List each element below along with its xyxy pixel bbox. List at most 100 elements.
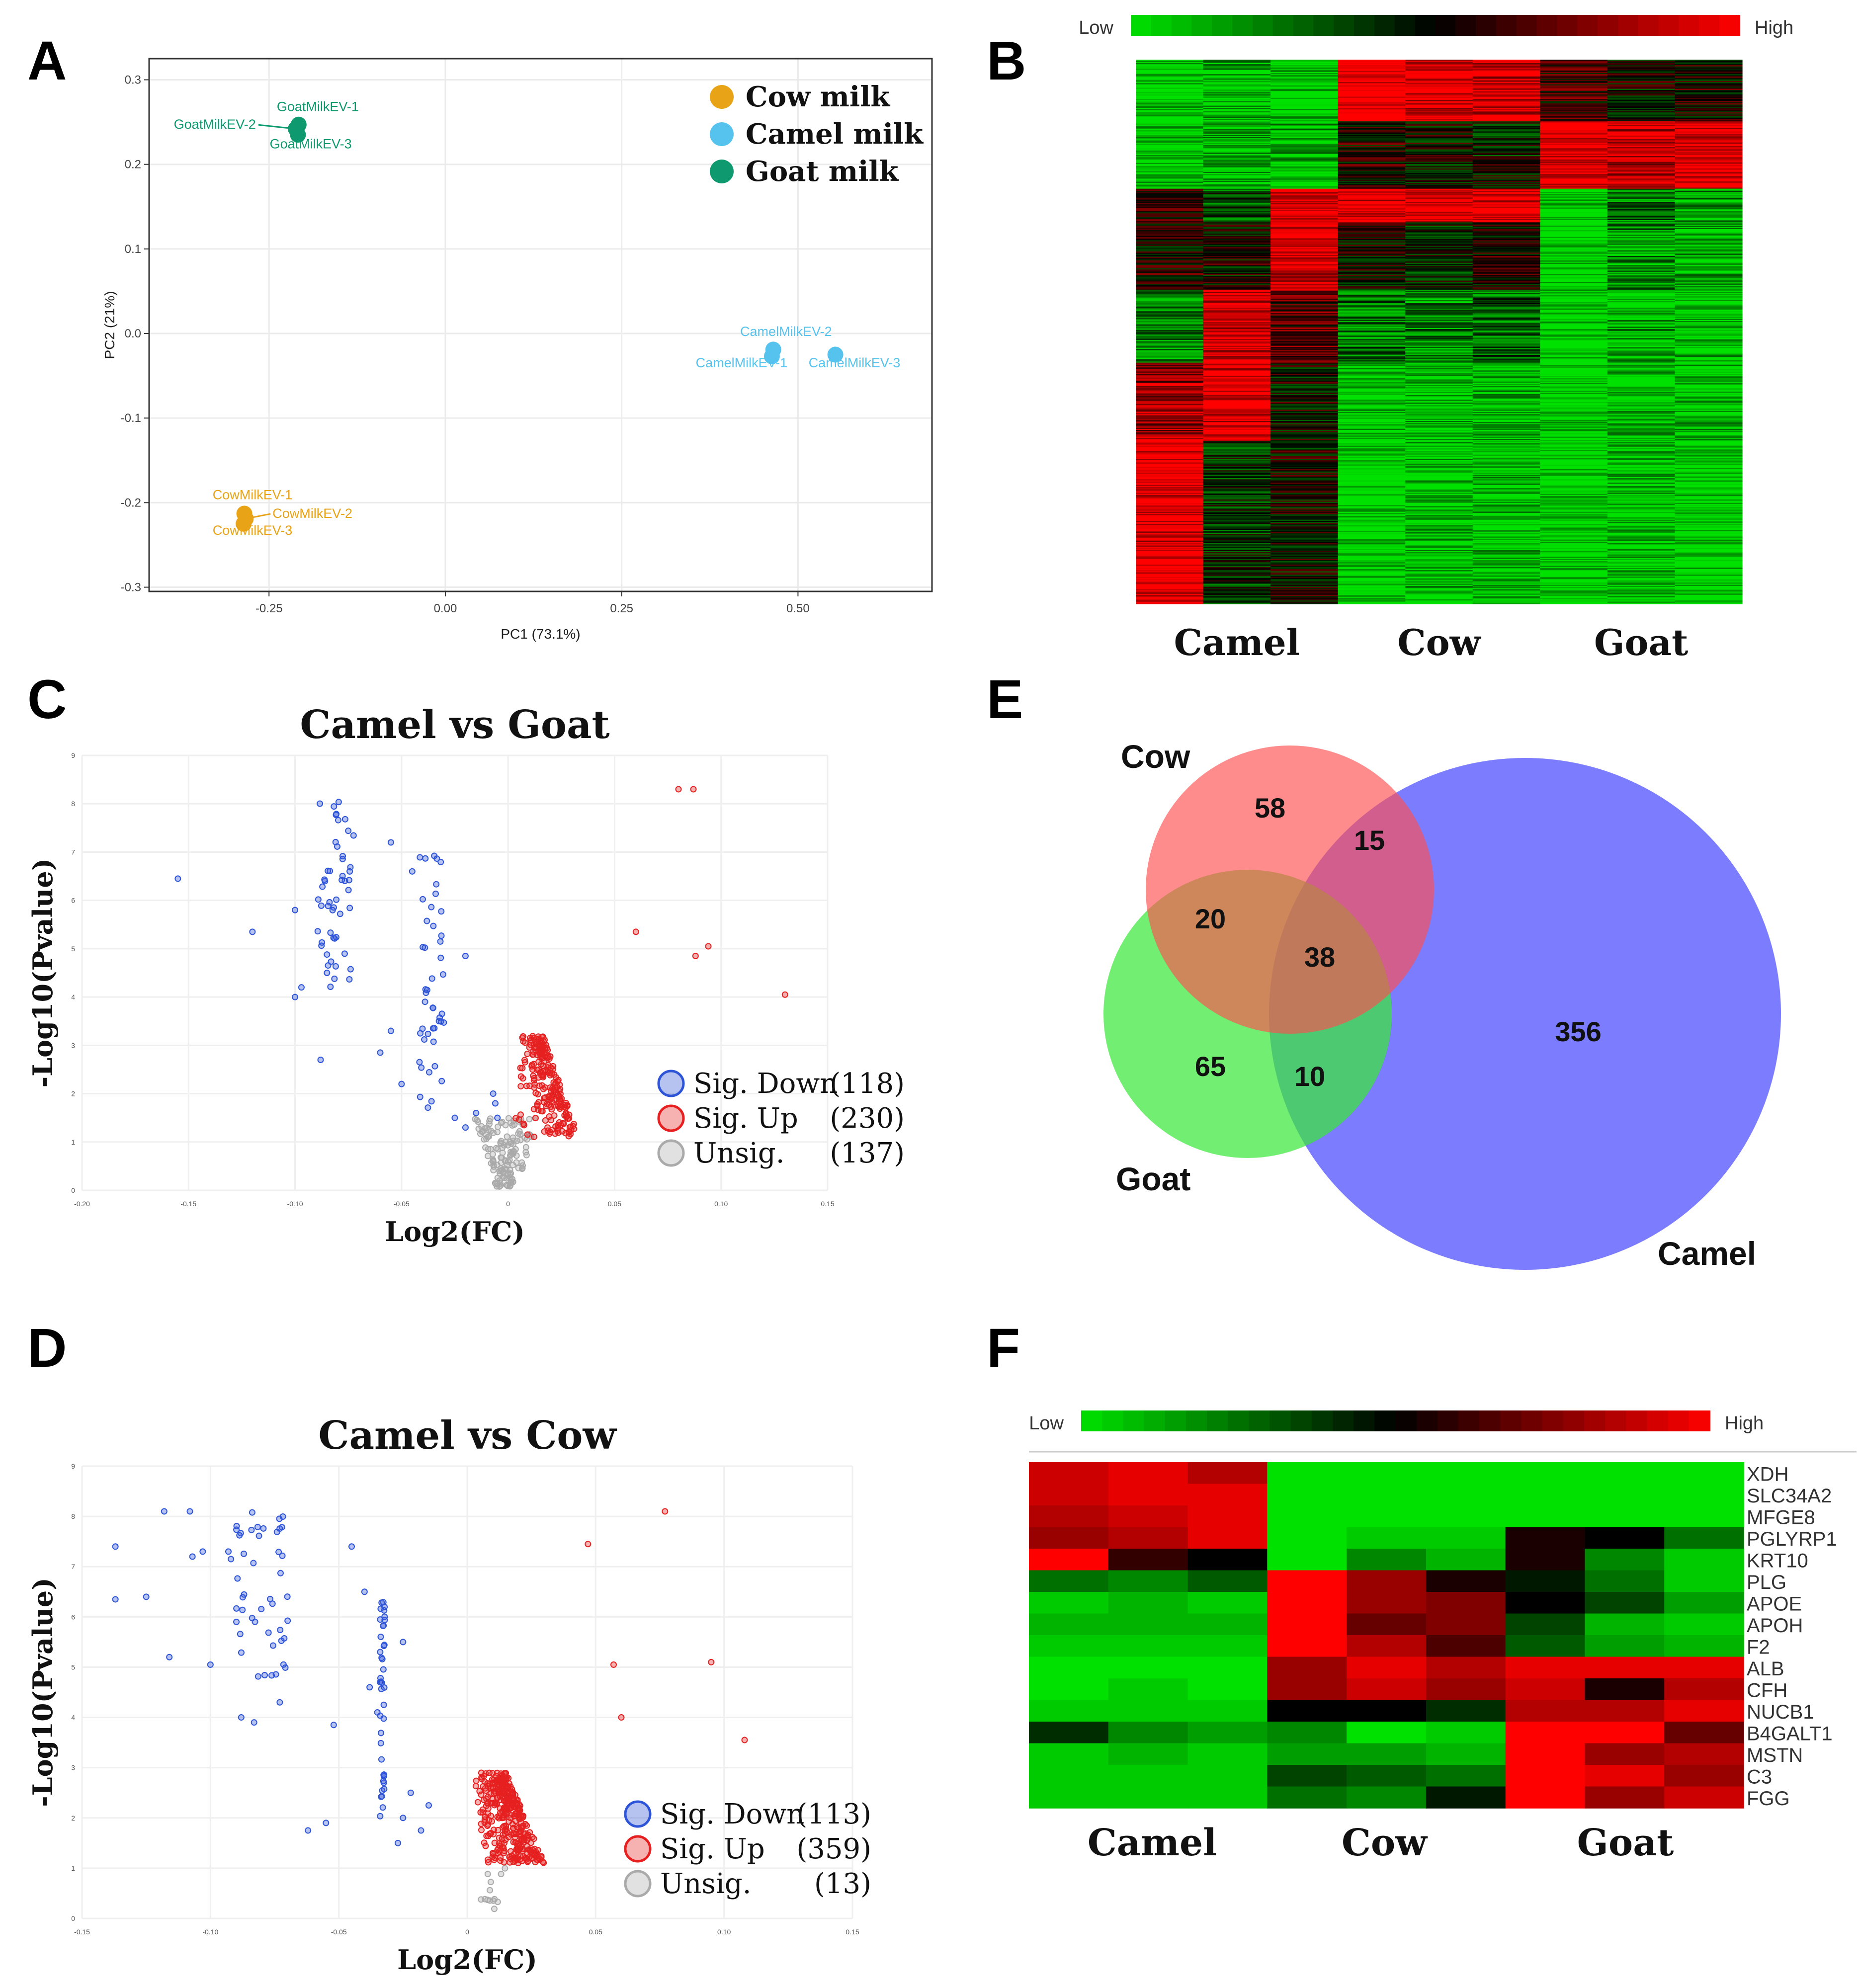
heatmap-cell (1136, 73, 1204, 75)
heatmap-cell (1136, 76, 1204, 78)
heatmap-cell (1607, 363, 1676, 365)
heatmap-cell (1203, 254, 1271, 256)
heatmap-cell (1338, 411, 1406, 413)
heatmap-cell (1405, 292, 1473, 294)
heatmap-cell (1675, 350, 1743, 352)
heatmap-cell (1607, 410, 1676, 412)
heatmap-cell (1472, 453, 1540, 455)
heatmap-cell (1405, 118, 1473, 120)
heatmap-cell (1338, 494, 1406, 496)
heatmap-cell (1338, 177, 1406, 179)
heatmap-cell (1405, 304, 1473, 306)
heatmap-cell (1270, 266, 1339, 268)
heatmap-cell (1270, 243, 1339, 244)
heatmap-cell (1203, 311, 1271, 313)
heatmap-cell (1270, 582, 1339, 584)
heatmap-cell (1338, 479, 1406, 481)
heatmap-cell (1338, 95, 1406, 97)
heatmap-cell (1405, 96, 1473, 98)
heatmap-cell (1675, 277, 1743, 279)
heatmap-cell (1136, 488, 1204, 490)
sig-down-point (424, 1030, 431, 1037)
heatmap-cell (1136, 236, 1204, 238)
heatmap-cell (1136, 309, 1204, 311)
heatmap-cell (1607, 523, 1676, 525)
y-tick-label: -0.3 (121, 580, 141, 594)
color-scale-segment (1293, 15, 1314, 36)
heatmap-cell (1540, 489, 1608, 491)
heatmap-cell (1270, 179, 1339, 181)
heatmap-cell (1338, 519, 1406, 521)
heatmap-cell (1675, 257, 1743, 259)
heatmap-cell (1607, 465, 1676, 466)
heatmap-cell (1270, 265, 1339, 267)
heatmap-cell (1270, 574, 1339, 575)
heatmap-cell (1203, 594, 1271, 596)
heatmap-cell (1136, 276, 1204, 278)
heatmap-cell (1338, 109, 1406, 111)
heatmap-cell (1338, 287, 1406, 289)
heatmap-cell (1472, 185, 1540, 187)
heatmap-cell (1270, 494, 1339, 496)
heatmap-cell (1607, 599, 1676, 601)
heatmap-cell (1270, 400, 1339, 401)
heatmap-cell (1675, 533, 1743, 535)
heatmap-cell (1136, 590, 1204, 592)
heatmap-cell (1675, 395, 1743, 397)
heatmap-cell (1540, 561, 1608, 563)
heatmap-cell (1338, 554, 1406, 556)
heatmap-cell (1472, 60, 1540, 61)
heatmap-cell (1203, 236, 1271, 238)
heatmap-cell (1405, 486, 1473, 488)
heatmap-cell (1136, 131, 1204, 133)
heatmap-cell (1472, 219, 1540, 221)
heatmap-cell (1675, 523, 1743, 525)
heatmap-cell (1540, 65, 1608, 67)
heatmap-cell (1338, 550, 1406, 552)
heatmap-cell (1472, 335, 1540, 337)
heatmap-cell (1607, 222, 1676, 224)
heatmap-cell (1203, 348, 1271, 350)
heatmap-cell (1136, 346, 1204, 348)
heatmap-cell (1203, 147, 1271, 149)
heatmap-cell (1607, 288, 1676, 290)
heatmap-cell (1270, 343, 1339, 345)
heatmap-cell (1405, 592, 1473, 594)
heatmap-cell (1675, 457, 1743, 459)
heatmap-cell (1338, 396, 1406, 398)
heatmap-cell (1338, 332, 1406, 334)
heatmap-cell (1405, 505, 1473, 507)
heatmap-cell (1675, 589, 1743, 591)
heatmap-cell (1136, 144, 1204, 146)
heatmap-cell (1472, 582, 1540, 584)
heatmap-cell (1270, 558, 1339, 560)
heatmap-cell (1405, 439, 1473, 440)
heatmap-cell (1405, 173, 1473, 174)
heatmap-cell (1203, 422, 1271, 424)
heatmap-cell (1338, 120, 1406, 122)
heatmap-cell (1136, 274, 1204, 276)
heatmap-cell (1540, 366, 1608, 368)
heatmap-cell (1270, 439, 1339, 440)
point-label: CamelMilkEV-2 (740, 324, 832, 339)
heatmap-cell (1540, 371, 1608, 373)
heatmap-cell (1203, 549, 1271, 551)
heatmap-cell (1405, 348, 1473, 350)
heatmap-cell (1472, 244, 1540, 246)
heatmap-cell (1675, 260, 1743, 262)
heatmap-cell (1675, 563, 1743, 565)
heatmap-cell (1472, 380, 1540, 382)
heatmap-cell (1338, 356, 1406, 357)
heatmap-cell (1136, 224, 1204, 226)
heatmap-cell (1270, 492, 1339, 494)
heatmap-cell (1405, 583, 1473, 585)
heatmap-cell (1540, 494, 1608, 496)
heatmap-cell (1136, 525, 1204, 527)
heatmap-cell (1270, 215, 1339, 217)
heatmap-cell (1607, 359, 1676, 361)
heatmap-cell (1270, 432, 1339, 434)
heatmap-cell (1405, 289, 1473, 291)
heatmap-cell (1607, 145, 1676, 147)
heatmap-cell (1472, 326, 1540, 327)
heatmap-cell (1405, 191, 1473, 193)
